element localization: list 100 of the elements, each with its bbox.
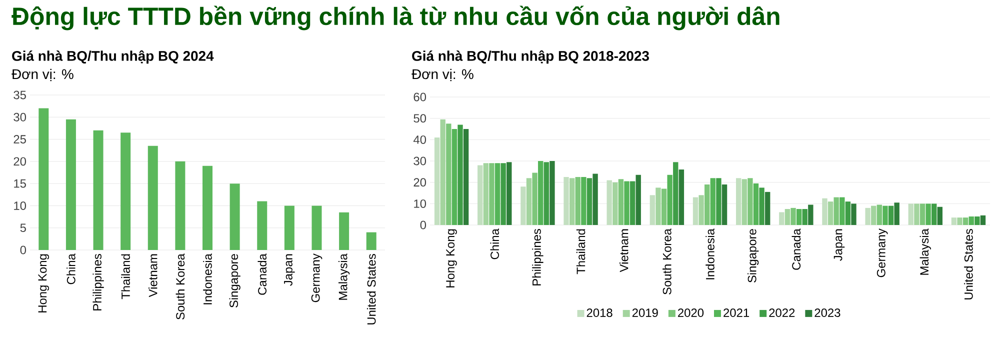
bar — [494, 163, 500, 225]
chart-subtitle: Đơn vị: % — [412, 68, 474, 82]
bar — [784, 209, 790, 225]
bar — [968, 216, 974, 225]
x-tick-label: Japan — [284, 254, 295, 286]
x-tick-label: China — [66, 254, 76, 284]
bar — [764, 192, 770, 225]
bar — [704, 184, 710, 225]
y-tick-label: 50 — [414, 114, 426, 123]
bar — [851, 204, 856, 225]
x-tick-label: Hong Kong — [446, 229, 457, 288]
x-tick-label: South Korea — [176, 254, 185, 320]
bar — [120, 132, 131, 250]
x-tick-label: Malaysia — [920, 228, 931, 275]
bar — [312, 206, 322, 250]
bar — [667, 174, 672, 225]
x-tick-label: Thailand — [576, 229, 586, 274]
x-tick-label: Thailand — [121, 254, 130, 300]
bar — [257, 201, 268, 250]
bar — [624, 181, 630, 225]
bar — [458, 124, 463, 225]
x-tick-label: Hong Kong — [38, 254, 50, 312]
bar — [636, 174, 641, 225]
bar — [520, 186, 526, 225]
x-tick-label: Singapore — [748, 229, 759, 282]
bar — [920, 204, 926, 225]
bar — [606, 180, 612, 225]
x-tick-label: Germany — [876, 228, 888, 278]
bar — [908, 204, 914, 225]
y-tick-label: 0 — [20, 246, 26, 254]
x-tick-label: Japan — [834, 229, 845, 261]
bar — [446, 124, 452, 225]
bar — [440, 119, 446, 225]
bar — [569, 178, 575, 225]
bar — [914, 204, 920, 225]
bar — [779, 212, 784, 225]
bar — [526, 178, 532, 225]
bar — [532, 172, 538, 225]
bar — [937, 206, 942, 225]
bar — [753, 183, 759, 225]
bar — [932, 204, 937, 225]
bar — [759, 188, 764, 225]
bar — [483, 163, 489, 225]
bar — [926, 204, 931, 225]
bar — [716, 178, 722, 225]
x-tick-label: China — [490, 228, 500, 260]
bar — [650, 195, 656, 225]
x-tick-label: Vietnam — [148, 254, 158, 298]
bar — [66, 119, 76, 250]
bar — [790, 208, 796, 225]
bar — [722, 184, 728, 225]
text: Động lực TTTD bền vững chính là từ nhu cầu vốn của người dân — [12, 6, 780, 30]
bar — [808, 204, 814, 225]
x-tick-label: Malaysia — [338, 254, 350, 300]
bar — [175, 161, 186, 250]
y-tick-label: 30 — [14, 112, 26, 122]
bar — [630, 181, 636, 225]
bar — [882, 206, 888, 225]
x-tick-label: United States — [366, 254, 376, 324]
y-tick-label: 40 — [413, 135, 426, 144]
x-tick-label: Philippines — [532, 228, 544, 286]
x-tick-label: Singapore — [229, 254, 240, 308]
legend-label: 2018 — [586, 308, 612, 317]
bar — [586, 178, 592, 225]
y-tick-label: 15 — [14, 179, 26, 188]
y-tick-label: 35 — [14, 90, 26, 100]
bar — [93, 130, 104, 250]
bar — [538, 161, 544, 225]
bar — [871, 206, 876, 225]
x-tick-label: Philippines — [92, 254, 104, 310]
y-tick-label: 20 — [14, 157, 26, 166]
bar — [802, 209, 808, 225]
bar — [550, 161, 555, 225]
bar — [698, 195, 704, 225]
bar — [230, 184, 240, 250]
x-tick-label: Germany — [311, 254, 322, 302]
bar — [894, 202, 900, 225]
bar — [284, 206, 294, 250]
y-tick-label: 20 — [414, 178, 426, 187]
x-tick-label: United States — [964, 228, 973, 300]
bar — [673, 162, 678, 225]
legend-label: 2019 — [632, 308, 658, 317]
x-tick-label: Canada — [792, 228, 801, 270]
bar — [962, 218, 968, 225]
y-tick-label: 10 — [14, 201, 26, 210]
bar — [957, 218, 962, 225]
y-tick-label: 25 — [14, 135, 26, 144]
x-tick-label: Canada — [258, 254, 267, 295]
bar — [575, 177, 580, 225]
bar — [822, 198, 828, 225]
chart-title: Giá nhà BQ/Thu nhập BQ 2024 — [12, 50, 214, 64]
bar — [592, 174, 598, 225]
bar — [478, 165, 483, 225]
y-tick-label: 30 — [414, 156, 426, 166]
bar — [581, 177, 586, 225]
bar — [366, 232, 376, 250]
bar — [506, 162, 512, 225]
legend-label: 2023 — [814, 308, 840, 317]
bar — [748, 178, 753, 225]
bar — [951, 218, 957, 225]
